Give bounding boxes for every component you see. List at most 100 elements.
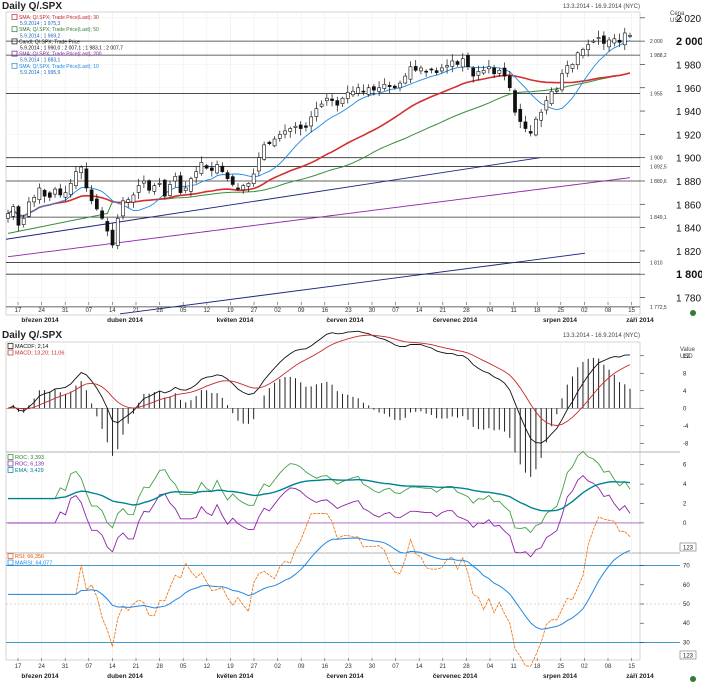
sma-10-line <box>7 40 631 217</box>
roc-line-purple <box>8 474 631 558</box>
candle-body <box>11 206 16 217</box>
marsi-line <box>8 537 631 630</box>
candle-body <box>283 130 287 135</box>
bottom-day-label: 07 <box>392 664 399 670</box>
candle-body <box>492 67 496 75</box>
price-tick-label: 1 820 <box>676 247 701 258</box>
candle-body <box>21 217 26 225</box>
legend-entry: 5.9.2014 ; 1 975,3 <box>20 21 61 27</box>
candle-body <box>612 38 617 44</box>
macd-tick-label: -4 <box>683 424 689 430</box>
candle-body <box>439 67 444 72</box>
candle-body <box>246 183 251 187</box>
bottom-day-label: 19 <box>227 664 234 670</box>
candle-body <box>157 183 162 185</box>
bottom-month-label: květen 2014 <box>217 673 254 680</box>
legend-entry: SMA; Q/.SPX; Trade Price(Last); 50 <box>19 27 99 33</box>
candle-body <box>173 176 178 182</box>
candle-body <box>434 70 439 73</box>
main-day-label: 30 <box>369 308 376 314</box>
main-legend: SMA; Q/.SPX; Trade Price(Last); 305.9.20… <box>11 14 123 76</box>
candle-body <box>523 121 528 129</box>
main-trendlines <box>5 157 586 315</box>
roc-value-box <box>679 542 697 552</box>
macd-subpanel: 12 8 4 0 -4 -8 <box>6 330 690 477</box>
bottom-date-axis: 17 24 31 07 14 21 28 05 12 19 27 02 09 16 23 30 07 14 21 28… <box>15 658 654 680</box>
candle-body <box>199 162 204 174</box>
legend-entry: SMA; Q/.SPX; Trade Price(Last); 30 <box>19 15 99 21</box>
price-tick-label: 2 000 <box>676 36 702 48</box>
candle-body <box>6 213 10 219</box>
candle-body <box>288 128 293 132</box>
main-day-label: 28 <box>156 308 163 314</box>
level-label: 1 880,6 <box>650 179 667 185</box>
candle-body <box>110 229 115 246</box>
legend-swatch-icon <box>11 50 18 57</box>
price-tick-label: 1 800 <box>676 269 702 281</box>
candle-body <box>377 87 381 92</box>
bottom-day-label: 02 <box>274 664 281 670</box>
macd-tick-label: 4 <box>683 389 687 395</box>
rsi-value-box <box>679 650 697 660</box>
macd-legend-entry: MACDF; 2,14 <box>15 344 48 350</box>
candle-body <box>330 98 334 101</box>
candle-body <box>304 125 308 128</box>
candle-body <box>309 116 314 127</box>
roc-tick-label: 6 <box>683 463 687 469</box>
sma-50-line <box>7 72 631 234</box>
main-month-label: květen 2014 <box>217 317 254 324</box>
main-day-label: 14 <box>109 308 116 314</box>
bottom-day-label: 27 <box>251 664 258 670</box>
price-tick-label: 1 780 <box>676 294 701 305</box>
roc-legend-entry: EMA; 3,429 <box>15 468 44 474</box>
bottom-gridlines <box>17 342 632 660</box>
price-tick-label: 2 020 <box>676 14 701 25</box>
main-day-label: 27 <box>251 308 258 314</box>
candle-body <box>565 65 570 74</box>
roc-tick-label: 4 <box>683 482 687 488</box>
main-panel: Daily Q/.SPX 13.3.2014 - 16.9.2014 (NYC)… <box>2 1 702 324</box>
candle-body <box>183 187 188 191</box>
main-date-axis: 17 24 31 07 14 21 28 05 12 19 27 02 09 16 23 30 07 14 21 28… <box>15 302 654 324</box>
level-label: 1 900 <box>650 156 663 162</box>
main-day-label: 09 <box>298 308 305 314</box>
candle-body <box>298 124 303 129</box>
rsi-tick-label: 50 <box>683 602 690 608</box>
candle-body <box>319 103 324 107</box>
candle-body <box>596 37 601 40</box>
level-label: 1 955 <box>650 92 663 98</box>
macd-line <box>7 330 631 444</box>
candle-body <box>262 144 266 160</box>
candle-body <box>476 71 481 76</box>
roc-legend-entry: ROC; 6,139 <box>15 462 44 468</box>
bottom-day-label: 11 <box>510 664 517 670</box>
bottom-date-range: 13.3.2014 - 16.9.2014 (NYC) <box>563 333 640 339</box>
main-day-label: 21 <box>133 308 140 314</box>
candle-body <box>392 85 397 89</box>
bottom-day-label: 09 <box>298 664 305 670</box>
bottom-day-label: 21 <box>439 664 446 670</box>
roc-legend-swatch-icon <box>7 467 14 473</box>
candle-body <box>126 199 131 203</box>
candle-body <box>32 196 36 203</box>
legend-swatch-icon <box>11 38 18 45</box>
main-status-dot[interactable] <box>690 310 696 316</box>
main-day-label: 21 <box>439 308 446 314</box>
candle-body <box>622 32 627 46</box>
level-label: 1 849,1 <box>650 215 667 221</box>
candle-body <box>131 194 136 203</box>
bottom-status-dot[interactable] <box>690 676 696 682</box>
candle-body <box>450 60 455 67</box>
candle-body <box>602 35 606 44</box>
candle-body <box>42 189 47 197</box>
candle-body <box>147 180 151 191</box>
candle-body <box>471 67 476 77</box>
main-title: Daily Q/.SPX <box>2 1 62 12</box>
candle-body <box>277 134 282 139</box>
macd-legend-entry: MACD; 13,20; 11,06 <box>15 351 64 357</box>
candle-body <box>581 48 585 56</box>
candle-body <box>241 185 246 191</box>
macd-tick-label: -8 <box>683 441 689 447</box>
